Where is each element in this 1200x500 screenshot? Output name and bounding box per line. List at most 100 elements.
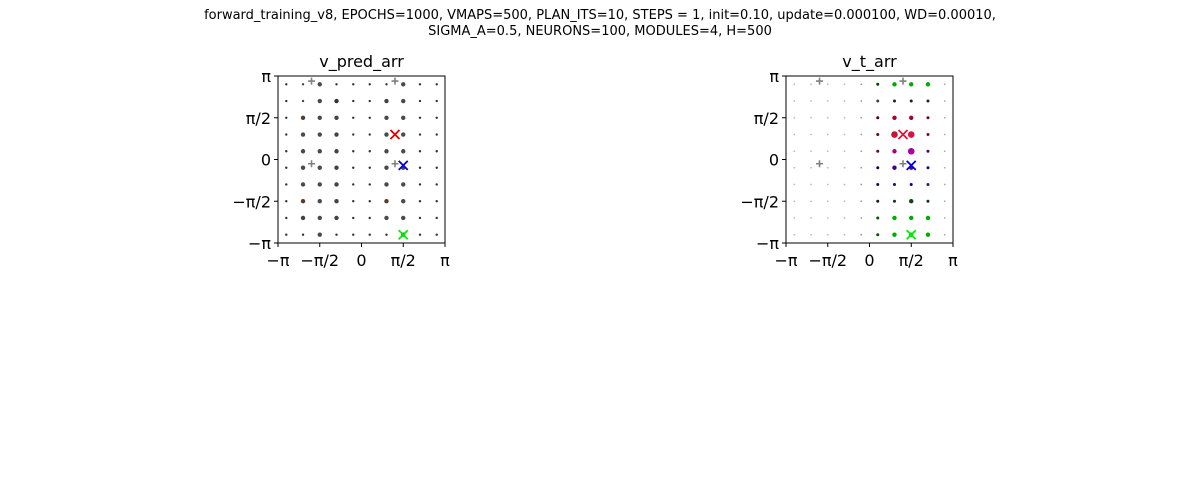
panel-2-scatter-point: [826, 200, 829, 203]
panel-2-plus-marker: [899, 160, 907, 168]
panel-2-y-tick-label: π: [769, 67, 779, 86]
panel-1-scatter-point: [418, 133, 422, 136]
panel-2-scatter-point: [793, 83, 796, 86]
panel-1-scatter-point: [401, 149, 406, 154]
panel-2-scatter-point: [810, 200, 812, 203]
panel-2-scatter-point: [925, 232, 931, 237]
panel-2-x-marker: [906, 229, 917, 240]
panel-2-scatter-point: [810, 150, 812, 153]
suptitle-line-1: forward_training_v8, EPOCHS=1000, VMAPS=…: [204, 8, 996, 23]
panel-2-plus-marker: [899, 77, 907, 85]
panel-1-scatter-point: [285, 83, 288, 86]
panel-1-scatter-point: [368, 183, 371, 186]
panel-2-scatter-point: [860, 133, 863, 136]
panel-1-scatter-point: [418, 99, 422, 103]
panel-1-scatter-point: [368, 133, 371, 136]
panel-2-scatter-point: [892, 199, 896, 203]
panel-2-scatter-point: [892, 149, 897, 154]
panel-1-scatter-point: [368, 99, 371, 103]
panel-2-scatter-point: [793, 100, 796, 102]
panel-2-scatter-point: [876, 133, 880, 137]
panel-2-scatter-point: [843, 116, 846, 119]
panel-2-scatter-point: [943, 133, 946, 136]
panel-2-scatter-point: [826, 83, 829, 86]
panel-2-scatter-point: [793, 166, 796, 169]
panel-1-scatter-point: [435, 116, 438, 119]
panel-2-x-tick-label: π/2: [899, 251, 924, 270]
panel-1-scatter-point: [368, 216, 371, 220]
panel-1-scatter-point: [317, 132, 322, 137]
panel-1-scatter-point: [384, 98, 389, 104]
panel-2-scatter-point: [843, 83, 846, 86]
panel-1-scatter-point: [435, 166, 438, 169]
panel-2-scatter-point: [826, 133, 829, 136]
panel-1-x-marker: [389, 129, 401, 140]
panel-2-scatter-point: [843, 133, 846, 136]
panel-2-scatter-point: [926, 199, 930, 203]
panel-2-x-tick-label: 0: [864, 251, 874, 270]
panel-1-scatter-point: [435, 200, 438, 203]
panel-1-plus-marker: [391, 160, 399, 168]
panel-1-scatter-point: [418, 233, 422, 236]
panel-1-scatter-point: [352, 216, 355, 220]
panel-2-plus-marker: [816, 160, 824, 168]
panel-2-scatter-point: [810, 233, 812, 236]
panel-1-scatter-point: [401, 115, 406, 120]
panel-1-scatter-point: [285, 200, 288, 203]
panel-1-scatter-point: [301, 99, 305, 103]
panel-1-scatter-point: [300, 215, 306, 221]
panel-2-scatter-point: [926, 182, 930, 186]
panel-2-scatter-point: [926, 166, 930, 170]
panel-1-scatter-point: [317, 149, 322, 154]
panel-2-scatter-point: [810, 183, 812, 186]
panel-2-scatter-point: [793, 150, 796, 153]
panel-2-scatter-point: [909, 82, 914, 87]
panel-2-scatter-point: [793, 217, 796, 219]
panel-2-scatter-point: [909, 215, 914, 221]
panel-1-scatter-point: [317, 165, 322, 170]
panel-1-scatter-point: [418, 183, 422, 186]
panel-2-scatter-point: [876, 149, 880, 153]
panel-2-scatter-point: [826, 183, 829, 186]
panel-2-y-tick-label: −π/2: [740, 192, 779, 211]
panel-2-scatter-point: [892, 165, 897, 170]
panel-1-scatter-point: [418, 166, 422, 169]
panel-1-scatter-point: [285, 116, 288, 119]
panel-1-scatter-point: [285, 183, 288, 186]
panel-1-scatter-point: [418, 200, 422, 203]
panel-1-scatter-point: [334, 132, 339, 137]
panel-2-scatter-point: [943, 166, 946, 169]
panel-1-scatter-point: [285, 133, 288, 136]
panel-1-scatter-point: [352, 99, 355, 103]
panel-2-title: v_t_arr: [842, 52, 897, 72]
panel-2-scatter-point: [793, 116, 796, 119]
panel-2-scatter-point: [793, 233, 796, 236]
panel-2-scatter-point: [843, 217, 846, 219]
panel-1-scatter-point: [300, 149, 306, 154]
panel-1-scatter-point: [334, 182, 339, 187]
panel-2-scatter-point: [810, 217, 812, 219]
panel-1-scatter-point: [334, 165, 339, 170]
panel-1-scatter-point: [317, 182, 322, 187]
panel-1-scatter-point: [317, 215, 322, 221]
panel-1-plus-marker: [391, 77, 399, 85]
panel-1-scatter-point: [385, 83, 388, 86]
panel-2-scatter-point: [892, 82, 897, 87]
panel-1-scatter-point: [384, 165, 389, 170]
panel-2-scatter-point: [892, 215, 897, 221]
panel-1-scatter-point: [300, 132, 306, 137]
panel-2-scatter-point: [810, 100, 812, 102]
panel-1-scatter-point: [418, 216, 422, 220]
panel-1-scatter-point: [352, 150, 355, 153]
panel-2-scatter-point: [793, 133, 796, 136]
panel-2-scatter-point: [891, 131, 898, 138]
panel-2-scatter-point: [843, 233, 846, 236]
panel-1-scatter-point: [285, 150, 288, 153]
panel-1-scatter-point: [317, 115, 322, 120]
panel-1-y-tick-label: −π: [248, 234, 271, 253]
panel-2-scatter-point: [826, 100, 829, 102]
panel-1-x-tick-label: 0: [356, 251, 366, 270]
panel-1-scatter-point: [368, 200, 371, 203]
panel-2-scatter-point: [843, 166, 846, 169]
panel-1-plus-marker: [308, 160, 316, 168]
